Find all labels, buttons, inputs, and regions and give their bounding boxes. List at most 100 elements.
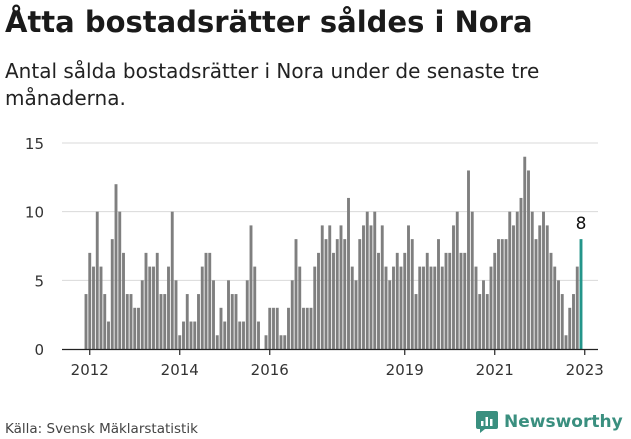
bar (227, 280, 230, 349)
bar (347, 197, 350, 349)
bar (538, 225, 542, 349)
bar (437, 239, 440, 349)
bar (309, 307, 313, 349)
bar (515, 211, 519, 349)
bar (335, 239, 339, 349)
bar (178, 335, 182, 349)
bar (302, 307, 305, 349)
bar (343, 239, 347, 349)
bar-chart: 0 5 10 15 2012 2014 2016 2019 2021 2023 8 (25, 135, 604, 379)
bar (414, 294, 418, 349)
bar (264, 335, 268, 349)
bar (148, 266, 152, 349)
bar (508, 211, 512, 349)
bar (429, 266, 433, 349)
bar (478, 294, 482, 349)
bar (167, 266, 170, 349)
bar (489, 266, 493, 349)
bar (365, 211, 369, 349)
bar (512, 225, 515, 349)
bar (298, 266, 302, 349)
bar (212, 280, 215, 349)
bar (137, 307, 140, 349)
bar (95, 211, 99, 349)
bar (545, 225, 549, 349)
bar (470, 211, 474, 349)
bar (103, 294, 107, 349)
bar (530, 211, 534, 349)
bar (204, 252, 208, 349)
bar (185, 294, 189, 349)
bar (84, 294, 88, 349)
bar (144, 252, 148, 349)
bar (485, 294, 489, 349)
bar (328, 225, 332, 349)
bar (399, 266, 403, 349)
bar (575, 266, 579, 349)
bar (444, 252, 448, 349)
bar (467, 170, 470, 349)
bar (257, 321, 260, 349)
newsworthy-logo: Newsworthy (476, 409, 623, 435)
bar (568, 307, 572, 349)
bar (448, 252, 452, 349)
y-tick-label: 10 (25, 204, 44, 222)
bar (182, 321, 185, 349)
bar (133, 307, 137, 349)
bar (275, 307, 279, 349)
bar (350, 266, 354, 349)
bar (384, 266, 388, 349)
bar (245, 280, 249, 349)
bar (208, 252, 212, 349)
bar (253, 266, 257, 349)
bar (403, 252, 407, 349)
source-note: Källa: Svensk Mäklarstatistik (5, 421, 198, 437)
bar (407, 225, 410, 349)
brand-name: Newsworthy (504, 412, 623, 432)
bar (174, 280, 178, 349)
x-tick-label: 2014 (161, 361, 199, 379)
bar (88, 252, 92, 349)
x-tick-label: 2023 (566, 361, 604, 379)
bar (440, 266, 444, 349)
bar (193, 321, 197, 349)
bar (362, 225, 365, 349)
bar (482, 280, 485, 349)
bar (332, 252, 335, 349)
newsworthy-chart-icon (476, 410, 498, 434)
bar (155, 252, 159, 349)
bar (474, 266, 478, 349)
bar (497, 239, 500, 349)
bar (107, 321, 110, 349)
bar (377, 252, 380, 349)
bar (369, 225, 373, 349)
bar (290, 280, 294, 349)
bar (425, 252, 429, 349)
bar (388, 280, 392, 349)
bar (358, 239, 362, 349)
bar (268, 307, 272, 349)
bar (215, 335, 219, 349)
x-tick-label: 2016 (251, 361, 289, 379)
bar (564, 335, 568, 349)
highlighted-bar (579, 239, 583, 349)
chart-title: Åtta bostadsrätter såldes i Nora (5, 5, 533, 39)
x-tick-label: 2012 (71, 361, 109, 379)
bar (152, 266, 155, 349)
bar (324, 239, 328, 349)
bar (354, 280, 358, 349)
bar (572, 294, 575, 349)
bar (125, 294, 129, 349)
bar (519, 197, 523, 349)
y-tick-label: 5 (34, 272, 44, 290)
bar (527, 170, 530, 349)
bar (305, 307, 309, 349)
bar (163, 294, 167, 349)
bar (110, 239, 114, 349)
bar (455, 211, 459, 349)
bar (294, 239, 298, 349)
bar (140, 280, 144, 349)
bar (283, 335, 287, 349)
bar (170, 211, 174, 349)
bar (395, 252, 399, 349)
